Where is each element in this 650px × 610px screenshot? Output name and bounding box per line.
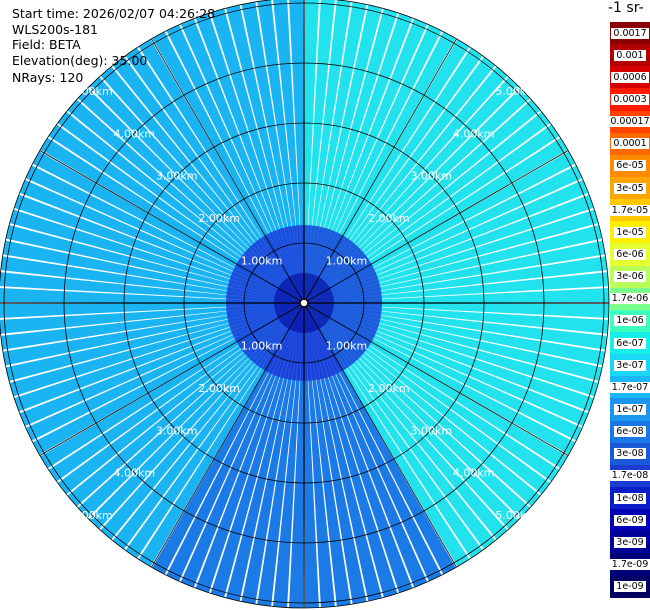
ray xyxy=(304,0,319,303)
range-ring-label: 1.00km xyxy=(326,255,368,268)
colorbar-tick-label: 6e-07 xyxy=(614,337,646,349)
colorbar-tick-label: 3e-09 xyxy=(614,536,646,548)
range-ring-label: 4.00km xyxy=(453,467,495,480)
colorbar-tick-label: 0.0017 xyxy=(611,27,649,39)
colorbar-cell: 6e-06 xyxy=(610,243,650,266)
colorbar-tick-label: 3e-07 xyxy=(614,359,646,371)
range-ring-label: 1.00km xyxy=(241,255,283,268)
colorbar-cell: 0.001 xyxy=(610,44,650,67)
range-ring-label: 2.00km xyxy=(368,212,410,225)
range-ring-label: 1.00km xyxy=(326,339,368,352)
colorbar-cell: 3e-05 xyxy=(610,176,650,200)
colorbar-tick-label: 1e-06 xyxy=(614,315,646,327)
range-ring-label: 5.00km xyxy=(495,509,537,522)
colorbar-unit: -1 sr- xyxy=(608,0,644,16)
colorbar-tick-label: 1e-07 xyxy=(614,403,646,415)
ring-label-layer: 1.00km 1.00km 1.00km 1.00km 2.00km 2.00km 2.00… xyxy=(71,85,537,522)
ray xyxy=(289,0,304,303)
colorbar-cell: 1e-08 xyxy=(610,486,650,510)
range-ring-label: 5.00km xyxy=(71,85,113,98)
colorbar-cell: 6e-07 xyxy=(610,331,650,355)
colorbar-cell: 6e-05 xyxy=(610,154,650,177)
colorbar-cell: 1e-05 xyxy=(610,221,650,244)
range-ring-label: 5.00km xyxy=(495,85,537,98)
range-ring-label: 3.00km xyxy=(410,424,452,437)
colorbar-cell: 3e-06 xyxy=(610,265,650,288)
colorbar-tick-label: 1.7e-08 xyxy=(609,470,650,482)
colorbar-cell: 3e-08 xyxy=(610,442,650,465)
colorbar-cell: 6e-09 xyxy=(610,509,650,532)
field-text: Field: BETA xyxy=(12,37,81,52)
colorbar-tick-label: 1e-08 xyxy=(614,492,646,504)
colorbar-tick-label: 1.7e-06 xyxy=(609,293,650,305)
colorbar-cell: 1.7e-08 xyxy=(609,464,650,487)
colorbar-tick-label: 0.0001 xyxy=(611,138,649,150)
colorbar-tick-label: 0.001 xyxy=(614,49,646,61)
colorbar-tick-label: 1.7e-09 xyxy=(609,558,650,570)
range-ring-label: 3.00km xyxy=(156,170,198,183)
ppi-plot: 1.00km 1.00km 1.00km 1.00km 2.00km 2.00km 2.00… xyxy=(0,0,610,609)
colorbar-cell: 1e-09 xyxy=(610,575,650,598)
range-ring-label: 1.00km xyxy=(241,339,283,352)
colorbar-tick-label: 6e-06 xyxy=(614,248,646,260)
colorbar-tick-label: 6e-09 xyxy=(614,514,646,526)
elevation-text: Elevation(deg): 35.00 xyxy=(12,53,148,68)
range-ring-label: 4.00km xyxy=(453,127,495,140)
colorbar-tick-label: 1e-05 xyxy=(614,226,646,238)
colorbar-cell: 1e-07 xyxy=(610,398,650,421)
colorbar-cell: 1.7e-05 xyxy=(609,199,650,222)
colorbar-tick-label: 3e-06 xyxy=(614,271,646,283)
colorbar: 0.0017 0.001 0.0006 0.0003 0.00017 0.0001 6e-0… xyxy=(608,22,650,598)
colorbar-tick-label: 0.0003 xyxy=(611,93,649,105)
colorbar-tick-label: 0.0006 xyxy=(611,71,649,83)
colorbar-cell: 3e-07 xyxy=(610,354,650,377)
colorbar-cell: 0.00017 xyxy=(608,110,650,133)
range-ring-label: 4.00km xyxy=(114,467,156,480)
colorbar-tick-label: 0.00017 xyxy=(608,116,650,128)
azimuth-spoke xyxy=(303,150,569,304)
colorbar-tick-label: 1e-09 xyxy=(614,581,646,593)
colorbar-cell: 3e-09 xyxy=(610,531,650,554)
ray xyxy=(0,288,304,303)
radar-center-marker xyxy=(299,298,309,308)
colorbar-cell: 0.0006 xyxy=(610,66,650,89)
range-ring-label: 3.00km xyxy=(410,170,452,183)
range-ring-label: 2.00km xyxy=(368,382,410,395)
colorbar-cell: 1.7e-06 xyxy=(609,287,650,310)
grid-layer xyxy=(0,0,610,609)
azimuth-spoke xyxy=(303,302,569,456)
range-ring-label: 3.00km xyxy=(156,424,198,437)
colorbar-tick-label: 1.7e-05 xyxy=(609,204,650,216)
range-ring-label: 2.00km xyxy=(198,212,240,225)
colorbar-cell: 0.0017 xyxy=(610,22,650,45)
colorbar-cell: 0.0001 xyxy=(610,132,650,155)
instrument-text: WLS200s-181 xyxy=(12,22,98,37)
colorbar-cell: 1e-06 xyxy=(610,309,650,332)
range-ring-label: 4.00km xyxy=(114,127,156,140)
ray xyxy=(0,303,304,318)
colorbar-cell: 6e-08 xyxy=(610,420,650,443)
colorbar-tick-label: 3e-05 xyxy=(614,182,646,194)
colorbar-cell: 0.0003 xyxy=(610,88,650,111)
range-ring-label: 2.00km xyxy=(198,382,240,395)
nrays-text: NRays: 120 xyxy=(12,70,84,85)
azimuth-spoke xyxy=(151,38,305,304)
start-time-text: Start time: 2026/02/07 04:26:28 xyxy=(12,6,216,21)
azimuth-spoke xyxy=(151,302,305,568)
azimuth-spoke xyxy=(303,302,457,568)
colorbar-cell: 1.7e-07 xyxy=(609,376,650,399)
colorbar-tick-label: 6e-08 xyxy=(614,426,646,438)
colorbar-cell: 1.7e-09 xyxy=(609,553,650,576)
colorbar-tick-label: 3e-08 xyxy=(614,448,646,460)
azimuth-spoke xyxy=(39,150,305,304)
range-ring-label: 5.00km xyxy=(71,509,113,522)
colorbar-tick-label: 6e-05 xyxy=(614,160,646,172)
azimuth-spoke xyxy=(303,38,457,304)
azimuth-spoke xyxy=(39,302,305,456)
ray-layer xyxy=(0,0,609,608)
colorbar-tick-label: 1.7e-07 xyxy=(609,381,650,393)
